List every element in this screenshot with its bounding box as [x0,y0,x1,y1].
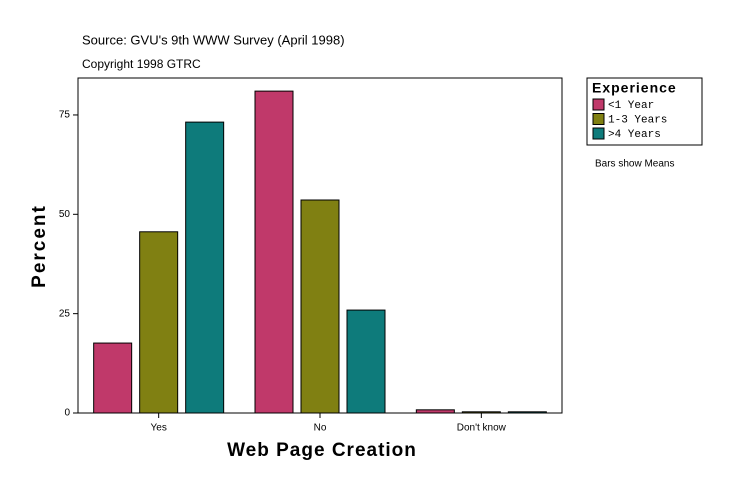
x-tick-label: No [314,423,327,434]
y-tick-label: 0 [64,408,70,419]
legend-swatch [592,113,605,125]
y-tick-label: 50 [59,209,71,220]
legend-label: <1 Year [608,100,654,112]
legend-box [586,77,703,146]
bar [415,409,455,414]
x-tick-label: Yes [151,423,167,434]
x-axis-label: Web Page Creation [227,440,417,461]
bar [346,309,386,414]
copyright: Copyright 1998 GTRC [82,57,201,71]
bar [93,342,133,414]
x-tick-label: Don't know [457,423,507,434]
note: Bars show Means [595,159,674,170]
legend-label: >4 Years [608,129,661,141]
bar [185,121,225,414]
bar [254,90,294,414]
bar [461,411,501,414]
legend-swatch [592,98,605,111]
y-tick-label: 25 [59,308,71,319]
bar [300,199,340,414]
bar [507,411,547,414]
legend-swatch [592,127,605,140]
legend-title: Experience [592,80,677,96]
legend-label: 1-3 Years [608,114,667,126]
source: Source: GVU's 9th WWW Survey (April 1998… [82,32,345,47]
y-axis-label: Percent [29,204,50,288]
bar [139,231,179,414]
y-tick-label: 75 [59,110,71,121]
